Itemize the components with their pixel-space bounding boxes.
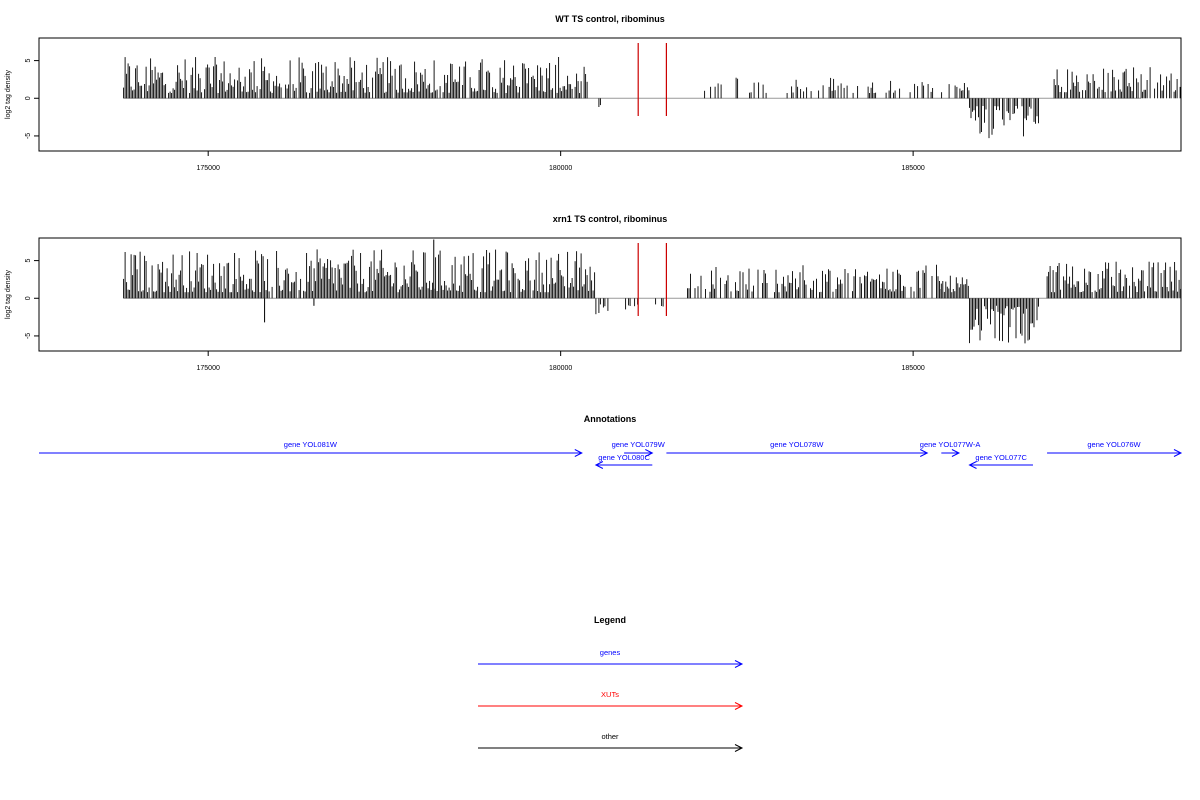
legend-entry: XUTs [478,690,744,710]
annotation-feature: gene YOL077C [968,453,1033,469]
arrow-head [594,461,604,469]
x-tick-label: 180000 [549,365,572,372]
legend-panel: Legend genes XUTs other [478,615,744,752]
annotation-label: gene YOL079W [612,440,666,449]
x-tick-label: 185000 [901,365,924,372]
arrow-head [968,461,977,469]
track-panel-1: WT TS control, ribominus log2 tag density… [5,14,1182,172]
legend-label: XUTs [601,690,619,699]
plot-frame [38,237,1182,352]
x-tick-label: 175000 [197,165,220,172]
annotation-feature: gene YOL076W [1047,440,1183,457]
x-tick-label: 175000 [197,365,220,372]
annotation-label: gene YOL081W [284,440,338,449]
x-tick-label: 185000 [901,165,924,172]
annotations-title: Annotations [584,414,637,424]
annotation-label: gene YOL078W [770,440,824,449]
y-tick-label: 0 [25,296,32,300]
annotation-label: gene YOL077C [975,453,1027,462]
legend-entry: other [478,732,744,752]
arrow-head [645,449,654,457]
arrow-head [734,660,744,668]
track-panel-2: xrn1 TS control, ribominus log2 tag densi… [5,214,1182,372]
annotation-label: gene YOL080C [598,453,650,462]
arrow-head [574,449,583,457]
arrow-head [951,449,961,457]
annotation-feature: gene YOL077W-A [920,440,981,457]
arrow-head [734,744,744,752]
panel-title: xrn1 TS control, ribominus [553,214,668,224]
legend-label: genes [600,648,621,657]
annotation-feature: gene YOL078W [666,440,929,457]
signal-bars [123,57,1181,139]
arrow-head [1173,449,1183,457]
x-tick-label: 180000 [549,165,572,172]
y-tick-label: 5 [25,59,32,63]
annotation-feature: gene YOL080C [594,453,653,469]
arrow-head [734,702,744,710]
y-axis-label: log2 tag density [5,269,12,319]
y-tick-label: -5 [25,133,32,139]
y-tick-label: 5 [25,259,32,263]
annotations-panel: Annotations gene YOL081W gene YOL079W gene… [39,414,1183,469]
y-tick-label: -5 [25,333,32,339]
y-tick-label: 0 [25,96,32,100]
legend-label: other [601,732,619,741]
panel-title: WT TS control, ribominus [555,14,665,24]
legend-entry: genes [478,648,744,668]
panels: WT TS control, ribominus log2 tag density… [5,14,1182,372]
annotation-label: gene YOL077W-A [920,440,981,449]
annotation-feature: gene YOL081W [39,440,583,457]
arrow-head [919,449,929,457]
annotation-label: gene YOL076W [1087,440,1141,449]
plot-frame [38,37,1182,152]
legend-title: Legend [594,615,626,625]
annotation-feature: gene YOL079W [612,440,666,457]
y-axis-label: log2 tag density [5,69,12,119]
signal-bars [123,239,1182,344]
